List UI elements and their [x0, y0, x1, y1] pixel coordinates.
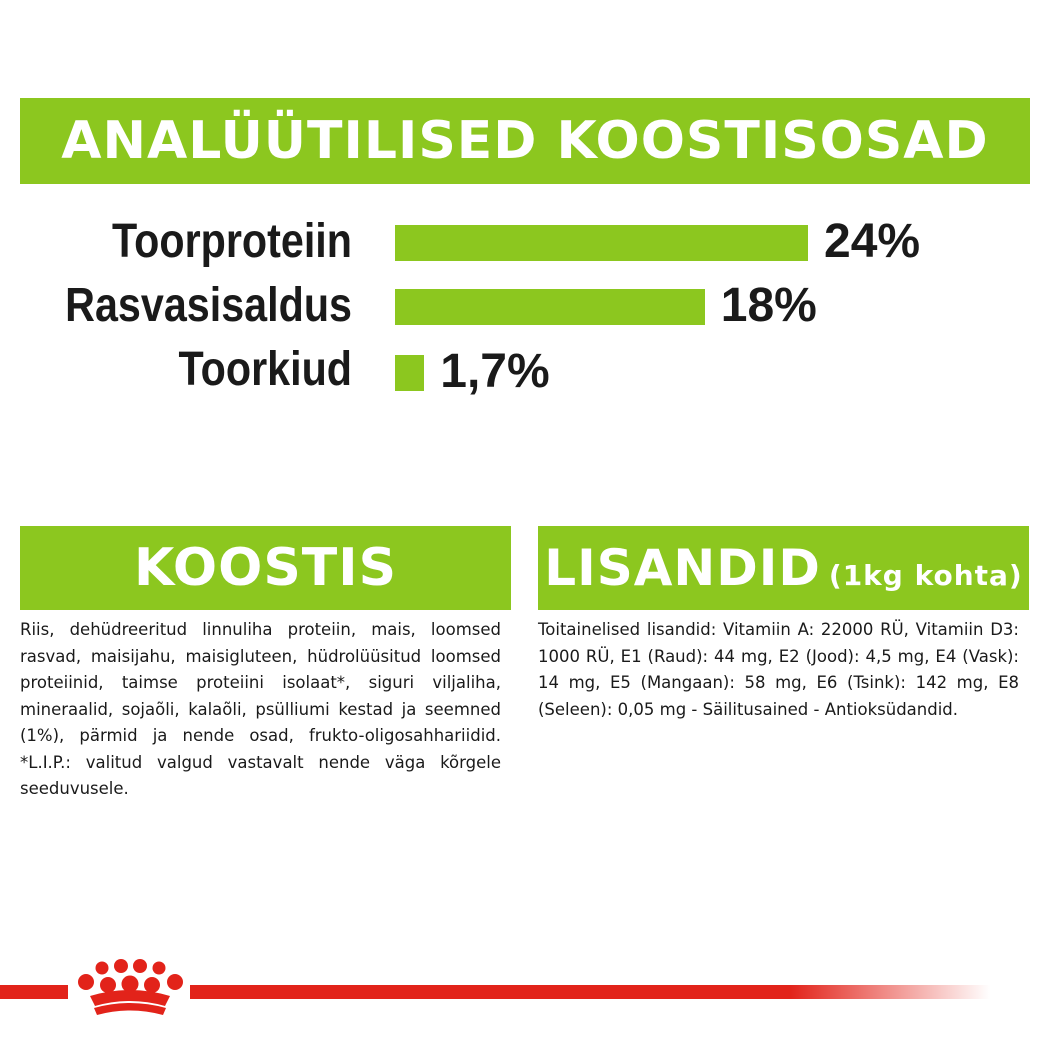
royal-canin-crown-icon [78, 959, 183, 1015]
footer-line-left [0, 985, 68, 999]
analytics-title: ANALÜÜTILISED KOOSTISOSAD [61, 111, 989, 171]
analytics-value: 18% [720, 279, 817, 332]
analytics-value: 1,7% [440, 345, 550, 398]
section-title-analytics: ANALÜÜTILISED KOOSTISOSAD [20, 98, 1030, 184]
analytics-bar [395, 289, 705, 325]
analytics-bar [395, 225, 808, 261]
section-title-koostis: KOOSTIS [20, 526, 511, 610]
koostis-title: KOOSTIS [133, 538, 398, 598]
analytics-label: Toorkiud [178, 343, 352, 396]
analytics-value: 24% [824, 215, 921, 268]
lisandid-subtitle: (1kg kohta) [828, 558, 1023, 592]
koostis-text: Riis, dehüdreeritud linnuliha proteiin, … [20, 620, 501, 798]
lisandid-title: LISANDID [544, 539, 821, 597]
lisandid-text: Toitainelised lisandid: Vitamiin A: 2200… [538, 620, 1019, 719]
analytics-label: Toorproteiin [111, 215, 352, 268]
analytics-label: Rasvasisaldus [65, 279, 352, 332]
footer-line-right [190, 985, 990, 999]
section-title-lisandid: LISANDID (1kg kohta) [538, 526, 1029, 610]
analytics-bar [395, 355, 425, 391]
